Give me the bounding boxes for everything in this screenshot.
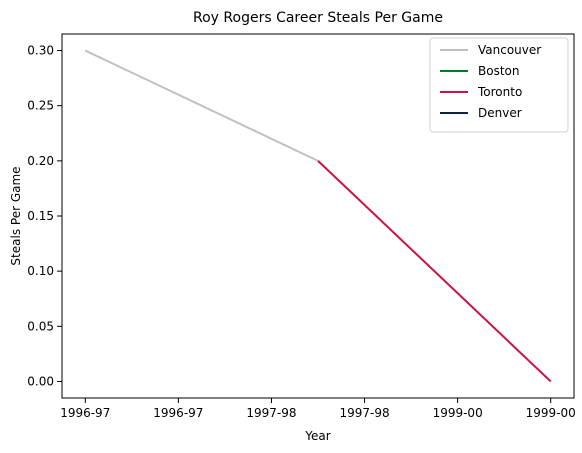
legend: Vancouver Boston Toronto Denver [429,37,569,133]
x-tick-label: 1996-97 [153,406,203,420]
plot-series [84,49,552,383]
plot-area-frame [61,33,575,399]
x-tick-label: 1999-00 [526,406,576,420]
legend-label-vancouver: Vancouver [478,43,541,57]
x-tick-label: 1996-97 [60,406,110,420]
y-tick-label: 0.10 [27,264,54,278]
y-axis-label: Steals Per Game [9,166,23,265]
x-axis-ticks: 1996-97 1996-97 1997-98 1997-98 1999-00 1999-… [60,398,576,420]
y-tick-label: 0.20 [27,154,54,168]
y-axis-ticks: 0.00 0.05 0.10 0.15 0.20 0.25 0.30 [27,44,62,388]
series-line-toronto [317,160,552,383]
x-tick-label: 1999-00 [433,406,483,420]
series-line-vancouver [84,49,319,162]
y-tick-label: 0.15 [27,209,54,223]
x-tick-label: 1997-98 [339,406,389,420]
x-axis-label: Year [304,429,330,443]
y-tick-label: 0.05 [27,319,54,333]
legend-label-denver: Denver [478,106,522,120]
y-tick-label: 0.30 [27,44,54,58]
y-tick-label: 0.25 [27,99,54,113]
legend-label-toronto: Toronto [477,85,522,99]
x-tick-label: 1997-98 [246,406,296,420]
chart-title: Roy Rogers Career Steals Per Game [193,10,443,26]
legend-box [429,37,569,133]
y-tick-label: 0.00 [27,374,54,388]
legend-label-boston: Boston [478,64,519,78]
